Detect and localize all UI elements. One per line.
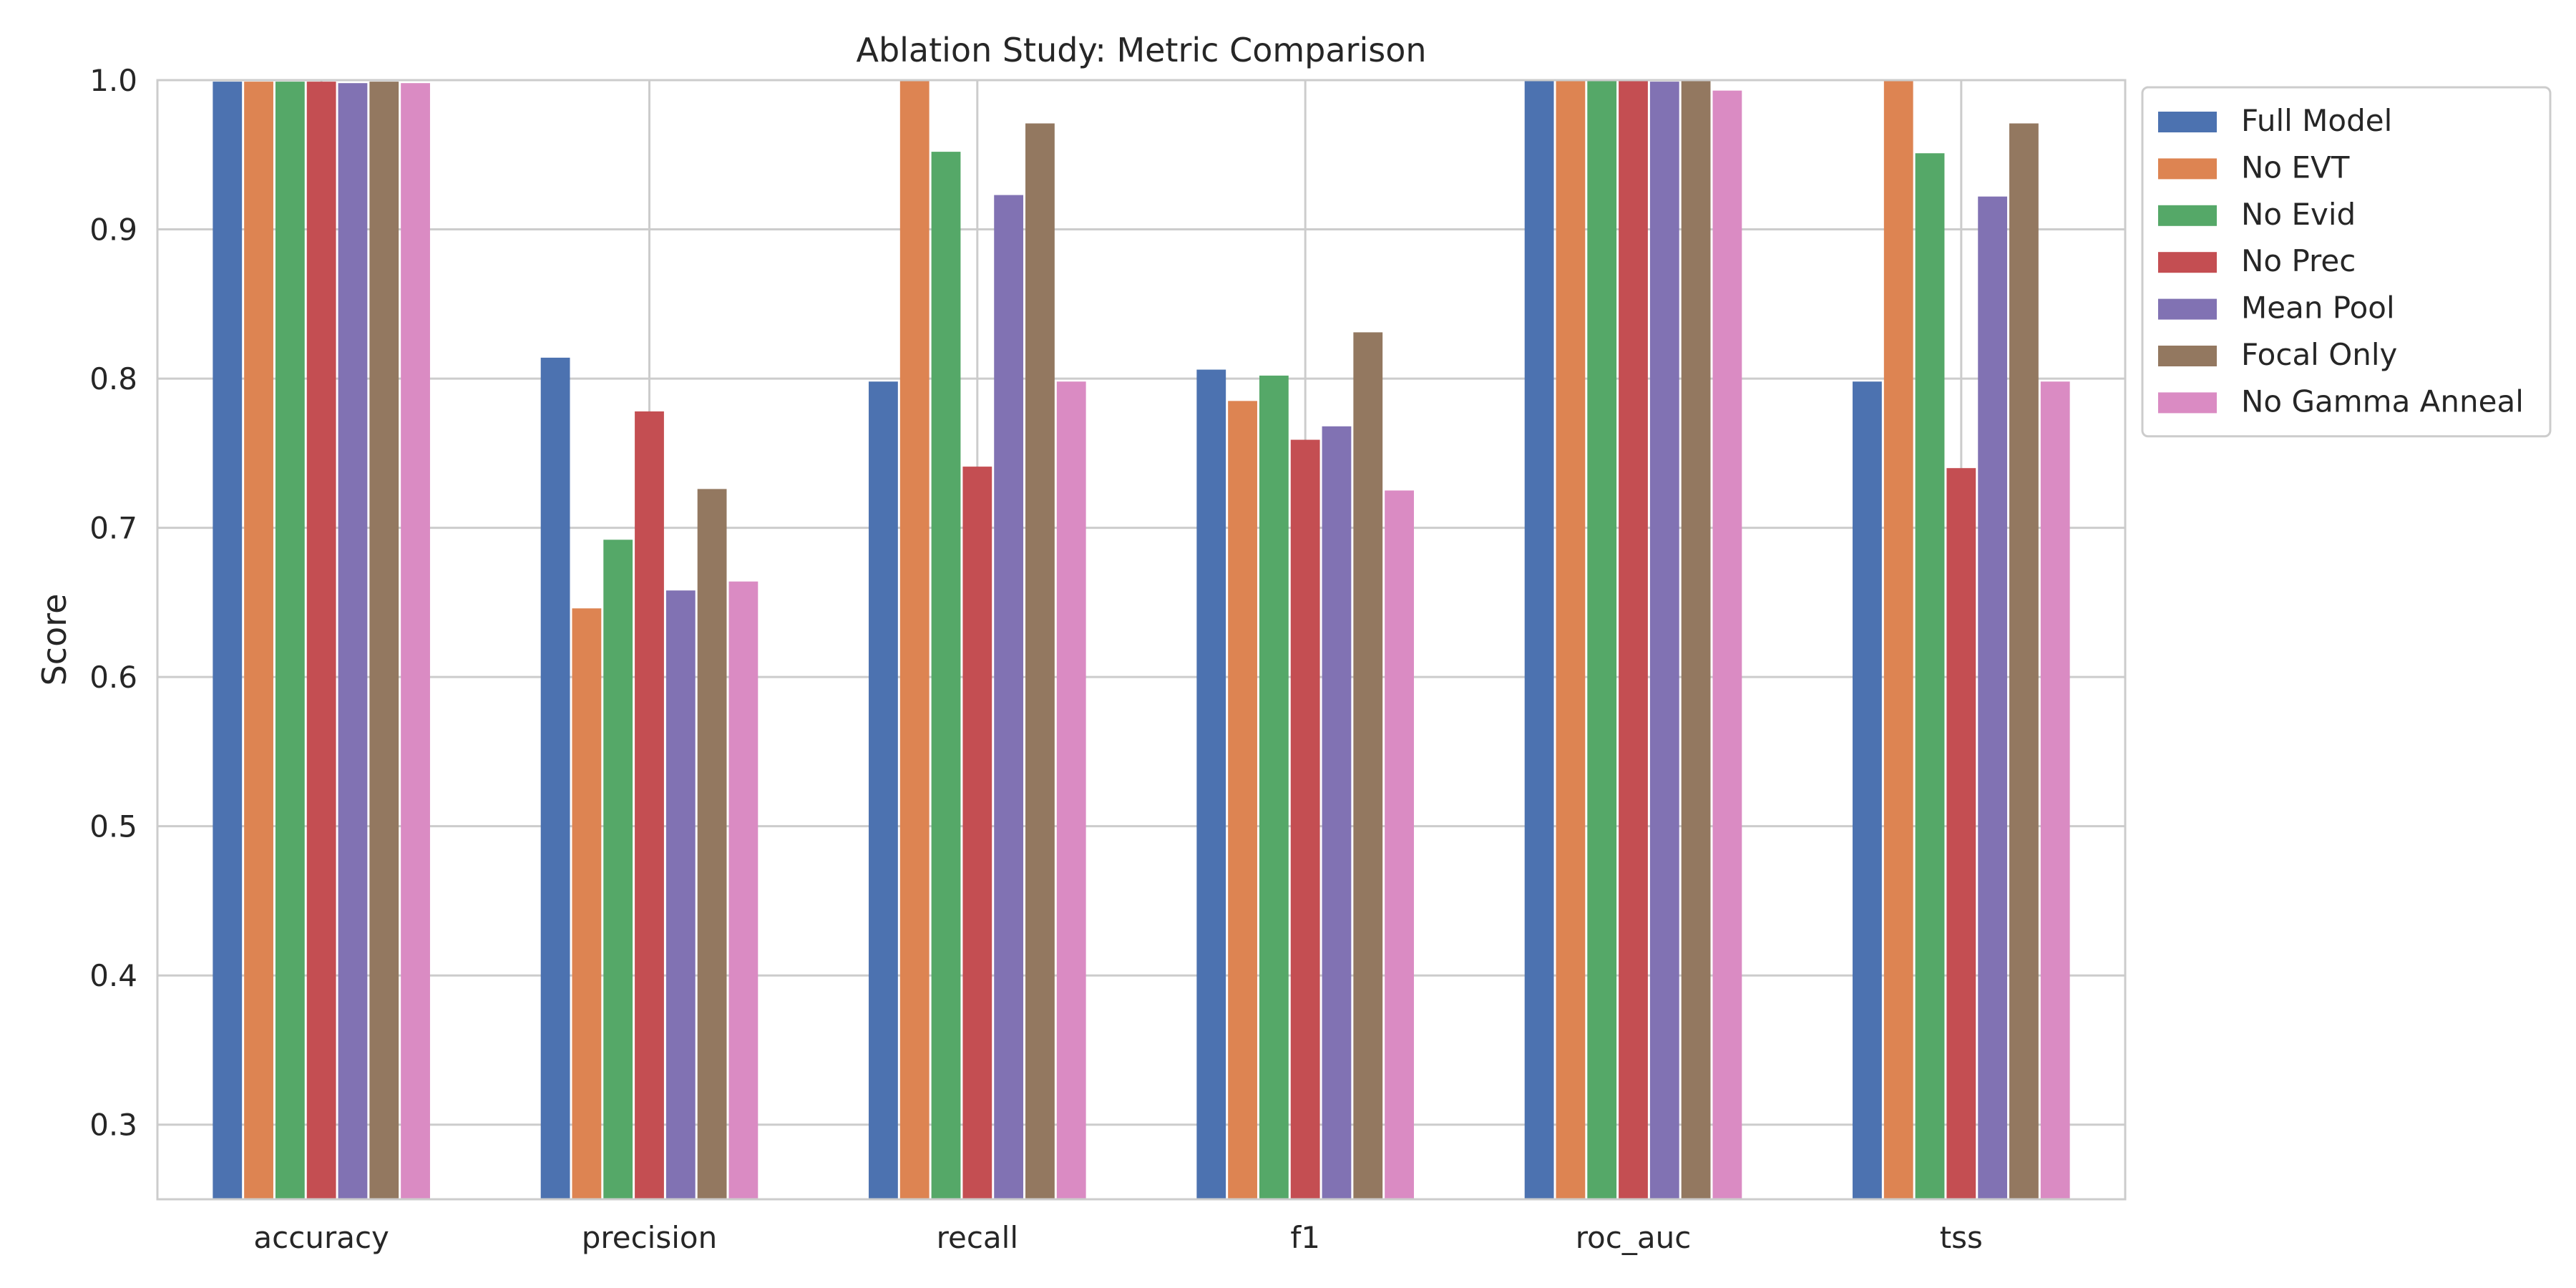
chart-title: Ablation Study: Metric Comparison [856,31,1426,69]
bar-full-model-tss [1853,381,1882,1199]
bar-no-evid-tss [1915,153,1945,1199]
bar-no-evt-recall [899,80,930,1199]
bar-no-prec-recall [962,467,992,1199]
x-tick-label: recall [937,1220,1018,1255]
legend-entry: No Evid [2241,197,2356,232]
legend-swatch [2158,392,2217,414]
y-tick-label: 0.8 [89,361,137,396]
x-tick-label: precision [582,1220,717,1255]
legend: Full Model No EVT No Evid No Prec Mean Pool F… [2141,86,2552,438]
y-axis-label: Score [35,594,74,686]
y-tick-label: 0.9 [89,213,137,248]
bars [213,80,2070,1200]
legend-swatch [2158,158,2217,180]
legend-swatch [2158,252,2217,273]
bar-mean-pool-precision [665,590,696,1199]
x-tick-label: f1 [1290,1220,1320,1255]
y-tick-label: 0.6 [89,660,137,695]
bar-no-gamma-anneal-recall [1056,381,1086,1199]
legend-entry: No Gamma Anneal [2241,384,2524,419]
legend-swatch [2158,298,2217,320]
x-tick-label: accuracy [253,1220,389,1255]
bar-mean-pool-accuracy [338,83,368,1200]
bar-no-gamma-anneal-precision [728,581,758,1199]
bar-mean-pool-roc-auc [1649,82,1679,1200]
bar-no-evt-precision [572,608,602,1199]
grid-lines [157,79,2125,1199]
x-tick-labels: accuracy precision recall f1 roc_auc tss [253,1220,1983,1255]
bar-focal-only-recall [1025,123,1055,1200]
bar-no-prec-precision [635,411,664,1199]
y-tick-label: 0.7 [89,511,137,546]
bar-no-evid-roc-auc [1587,80,1617,1199]
legend-box [2141,86,2552,438]
bar-no-evt-roc-auc [1556,80,1586,1199]
bar-focal-only-accuracy [369,82,399,1200]
bar-no-prec-roc-auc [1619,80,1648,1199]
y-tick-label: 0.3 [89,1108,137,1143]
bar-full-model-f1 [1196,369,1226,1199]
x-tick-label: roc_auc [1576,1220,1692,1255]
bar-no-gamma-anneal-roc-auc [1712,90,1742,1200]
bar-no-evid-precision [603,540,633,1199]
bar-no-evt-accuracy [244,82,273,1200]
bar-no-evt-f1 [1228,401,1257,1199]
bar-no-prec-accuracy [306,82,336,1200]
bar-focal-only-tss [2009,123,2039,1200]
bar-no-gamma-anneal-accuracy [401,83,430,1200]
bar-focal-only-roc-auc [1681,80,1711,1199]
bar-focal-only-f1 [1353,332,1383,1199]
x-tick-label: tss [1940,1220,1983,1255]
bar-no-prec-f1 [1290,439,1320,1199]
y-tick-labels: 0.3 0.4 0.5 0.6 0.7 0.8 0.9 1.0 [89,63,137,1143]
legend-entry: Mean Pool [2241,291,2395,326]
legend-swatch [2158,112,2217,132]
bar-no-evid-accuracy [275,82,305,1200]
legend-entry: No EVT [2241,150,2350,185]
y-tick-label: 0.5 [89,809,137,844]
bar-no-prec-tss [1946,468,1976,1199]
bar-no-evt-tss [1883,80,1913,1199]
bar-focal-only-precision [697,489,727,1199]
bar-full-model-recall [869,381,898,1199]
bar-mean-pool-f1 [1322,426,1352,1199]
bar-full-model-roc-auc [1524,80,1554,1199]
legend-swatch [2158,205,2217,226]
bar-full-model-precision [540,357,570,1199]
legend-entry: Full Model [2241,103,2392,138]
bar-mean-pool-tss [1978,196,2008,1199]
y-tick-label: 1.0 [89,63,137,98]
bar-mean-pool-recall [994,195,1024,1199]
bar-no-evid-f1 [1259,375,1289,1199]
bar-no-gamma-anneal-tss [2040,381,2070,1199]
legend-entry: Focal Only [2241,337,2397,372]
bar-no-evid-recall [931,152,961,1200]
legend-entry: No Prec [2241,243,2356,278]
y-tick-label: 0.4 [89,958,137,993]
bar-no-gamma-anneal-f1 [1385,490,1414,1199]
legend-swatch [2158,346,2217,366]
bar-full-model-accuracy [213,82,243,1200]
plot-frame [156,79,2127,1201]
